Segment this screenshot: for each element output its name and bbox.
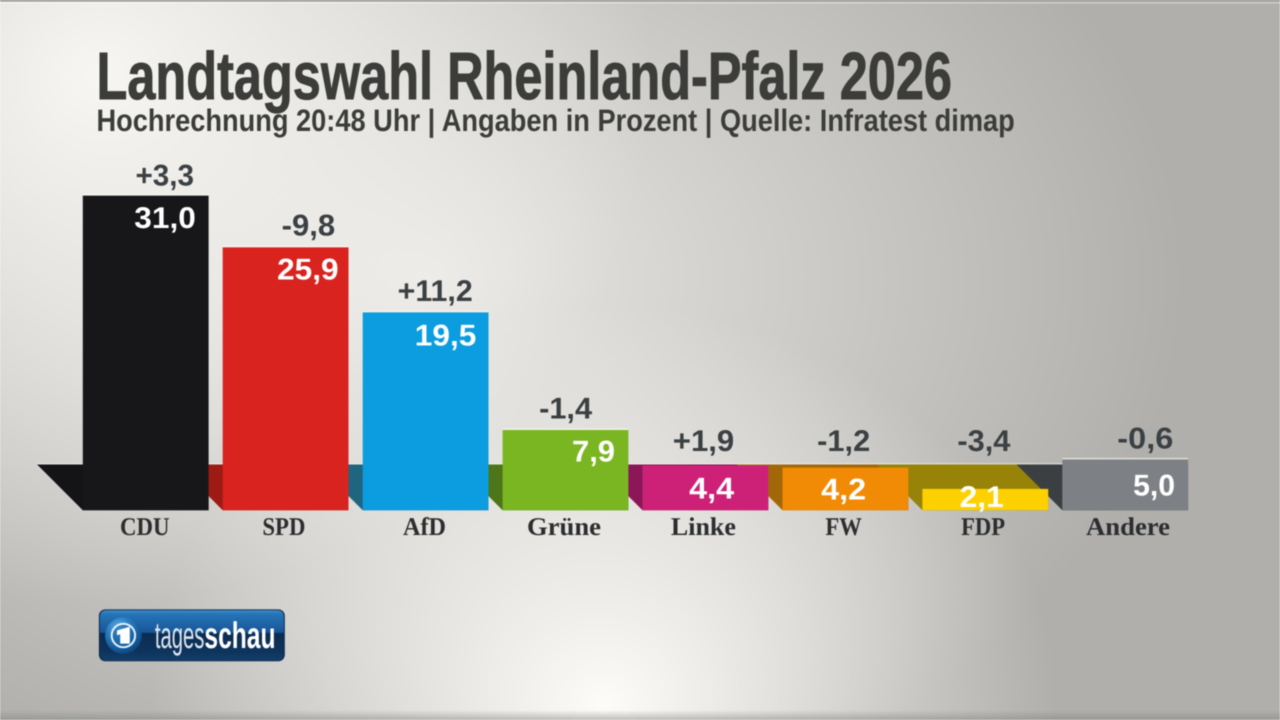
svg-text:schau: schau bbox=[204, 615, 275, 656]
svg-text:-9,8: -9,8 bbox=[282, 210, 336, 243]
svg-text:4,4: 4,4 bbox=[689, 472, 734, 505]
svg-text:19,5: 19,5 bbox=[415, 320, 477, 353]
svg-text:+11,2: +11,2 bbox=[398, 275, 473, 308]
svg-text:AfD: AfD bbox=[403, 512, 446, 541]
svg-text:Landtagswahl Rheinland-Pfalz 2: Landtagswahl Rheinland-Pfalz 2026 bbox=[97, 39, 953, 114]
svg-text:5,0: 5,0 bbox=[1133, 470, 1175, 503]
svg-text:SPD: SPD bbox=[262, 512, 305, 541]
svg-text:CDU: CDU bbox=[120, 512, 170, 541]
svg-text:+3,3: +3,3 bbox=[135, 159, 194, 192]
svg-text:-1,2: -1,2 bbox=[817, 425, 870, 458]
svg-text:Hochrechnung 20:48 Uhr | Angab: Hochrechnung 20:48 Uhr | Angaben in Proz… bbox=[97, 103, 1015, 138]
svg-text:25,9: 25,9 bbox=[277, 253, 339, 286]
svg-text:tages: tages bbox=[155, 615, 205, 656]
svg-text:+1,9: +1,9 bbox=[673, 425, 735, 458]
svg-text:-3,4: -3,4 bbox=[957, 425, 1010, 458]
svg-text:FW: FW bbox=[825, 512, 862, 541]
svg-text:4,2: 4,2 bbox=[821, 474, 866, 507]
svg-text:Andere: Andere bbox=[1086, 512, 1170, 541]
svg-text:7,9: 7,9 bbox=[572, 435, 615, 468]
svg-text:FDP: FDP bbox=[961, 512, 1005, 541]
svg-text:Grüne: Grüne bbox=[527, 512, 601, 541]
svg-text:Linke: Linke bbox=[671, 512, 736, 541]
svg-text:2,1: 2,1 bbox=[960, 481, 1004, 514]
svg-text:31,0: 31,0 bbox=[134, 202, 196, 235]
svg-text:-1,4: -1,4 bbox=[539, 393, 592, 426]
svg-text:-0,6: -0,6 bbox=[1117, 422, 1173, 455]
